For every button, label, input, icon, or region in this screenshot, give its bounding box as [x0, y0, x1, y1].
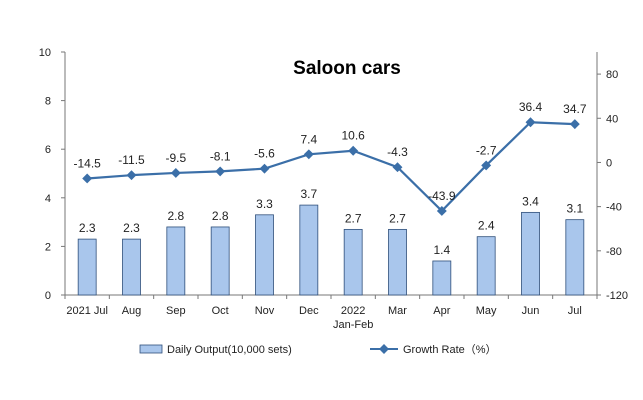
bar [432, 260, 452, 296]
right-axis-tick-label: -120 [606, 290, 628, 302]
legend-bar-swatch [139, 344, 163, 354]
legend-line-label: Growth Rate（%） [403, 343, 497, 356]
bar [166, 226, 186, 296]
growth-rate-marker [481, 160, 492, 171]
left-axis-tick-label: 10 [39, 47, 51, 59]
bar-data-label: 2.7 [389, 211, 406, 225]
growth-rate-marker [303, 149, 314, 160]
right-axis-tick-label: 80 [606, 69, 618, 81]
growth-rate-marker [215, 166, 226, 177]
growth-rate-marker [392, 162, 403, 173]
x-axis-tick-label: Jun [522, 305, 540, 317]
bar [122, 238, 141, 296]
right-axis-tick-label: 40 [606, 113, 618, 125]
bar-data-label: 2.4 [478, 219, 495, 233]
x-axis-tick-label: Apr [433, 305, 450, 317]
growth-rate-marker [170, 167, 181, 178]
bar-data-label: 2.3 [123, 221, 140, 235]
bar-data-label: 3.3 [256, 197, 273, 211]
bar-data-label: 1.4 [433, 243, 450, 257]
bar [210, 226, 230, 296]
bar [343, 228, 363, 296]
bar [77, 238, 97, 296]
bar-data-label: 3.4 [522, 194, 539, 208]
bar-data-label: 2.3 [79, 221, 96, 235]
left-axis-tick-label: 4 [45, 193, 51, 205]
legend-bar-label: Daily Output(10,000 sets) [167, 344, 292, 356]
x-axis-tick-label: Aug [122, 305, 142, 317]
growth-rate-marker [259, 163, 270, 174]
line-data-label: 10.6 [341, 129, 365, 143]
legend-line-marker [379, 344, 389, 354]
bar-data-label: 3.7 [300, 187, 317, 201]
line-data-label: -5.6 [254, 147, 275, 161]
left-axis-tick-label: 6 [45, 144, 51, 156]
left-axis-tick-label: 0 [45, 290, 51, 302]
growth-rate-marker [525, 117, 536, 128]
x-axis-tick-label: May [476, 305, 497, 317]
bar [299, 204, 319, 296]
growth-rate-line [87, 121, 575, 213]
bar [388, 228, 407, 296]
bar-data-label: 2.7 [345, 211, 362, 225]
bar [476, 236, 496, 296]
bar [255, 214, 274, 296]
x-axis-tick-label: Oct [212, 305, 229, 317]
growth-rate-marker [82, 173, 93, 184]
line-data-label: -11.5 [118, 153, 145, 167]
line-data-label: -2.7 [476, 143, 497, 157]
chart-title: Saloon cars [293, 58, 401, 79]
x-axis-tick-label: Jul [568, 305, 582, 317]
line-data-label: 7.4 [300, 132, 317, 146]
bar [565, 219, 585, 296]
line-data-label: 36.4 [519, 100, 543, 114]
growth-rate-marker [126, 170, 137, 181]
line-data-label: -9.5 [165, 151, 186, 165]
line-data-label: -8.1 [210, 149, 231, 163]
line-data-label: -43.9 [428, 189, 456, 203]
bar-data-label: 2.8 [167, 209, 184, 223]
growth-rate-marker [569, 119, 580, 130]
x-axis-tick-label-second-line: Jan-Feb [333, 319, 373, 331]
line-data-label: 34.7 [563, 102, 587, 116]
x-axis-tick-label: Mar [388, 305, 407, 317]
bar-data-label: 3.1 [566, 202, 583, 216]
x-axis-tick-label: 2022 [341, 305, 365, 317]
growth-rate-marker [436, 205, 447, 216]
right-axis-tick-label: 0 [606, 157, 612, 169]
bar [521, 211, 540, 296]
left-axis-tick-label: 2 [45, 241, 51, 253]
x-axis-tick-label: 2021 Jul [66, 305, 108, 317]
line-data-label: -4.3 [387, 145, 408, 159]
bar-data-label: 2.8 [212, 209, 229, 223]
growth-rate-marker [348, 145, 359, 156]
line-data-label: -14.5 [73, 156, 101, 170]
left-axis-tick-label: 8 [45, 96, 51, 108]
x-axis-tick-label: Nov [255, 305, 275, 317]
x-axis-tick-label: Sep [166, 305, 186, 317]
right-axis-tick-label: -80 [606, 246, 622, 258]
x-axis-tick-label: Dec [299, 305, 319, 317]
right-axis-tick-label: -40 [606, 202, 622, 214]
